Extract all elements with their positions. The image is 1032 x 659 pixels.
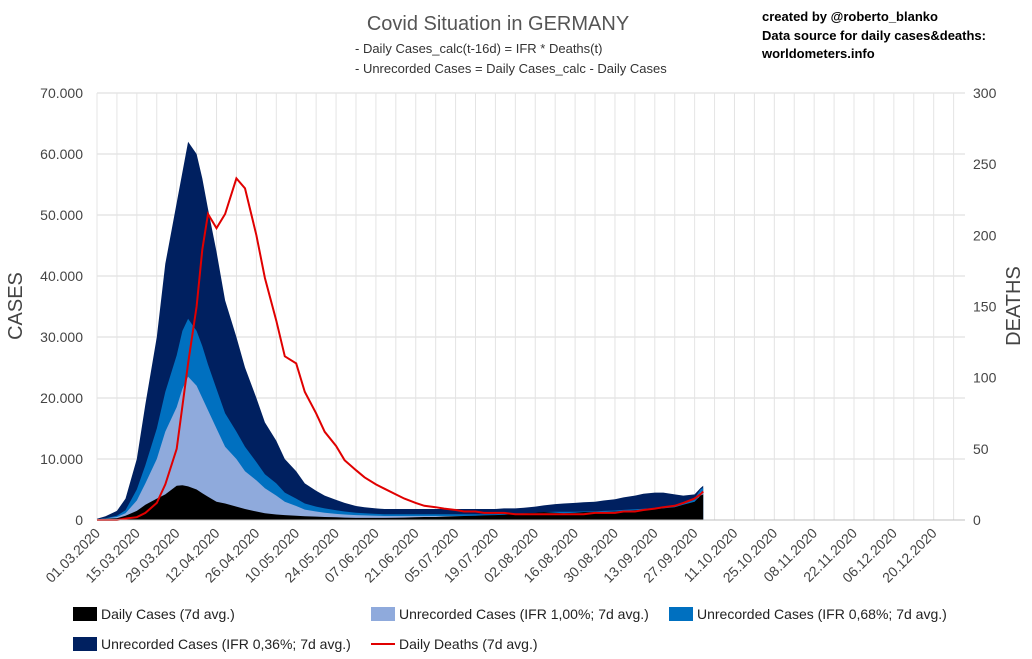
y-axis-ticks: 0 10.000 20.000 30.000 40.000 50.000 60.000 70.…	[40, 85, 83, 528]
y-tick-label: 70.000	[40, 85, 83, 101]
y-tick-label: 20.000	[40, 390, 83, 406]
legend-label: Unrecorded Cases (IFR 1,00%; 7d avg.)	[399, 606, 649, 622]
y2-tick-label: 50	[973, 441, 989, 457]
area-3	[97, 141, 704, 521]
y2-axis-title: DEATHS	[1003, 266, 1025, 346]
chart-subtitle-line-1: - Daily Cases_calc(t-16d) = IFR * Deaths…	[355, 41, 602, 56]
legend-label: Daily Deaths (7d avg.)	[399, 636, 538, 652]
credit-author: created by @roberto_blanko	[762, 9, 938, 24]
legend: Daily Cases (7d avg.) Unrecorded Cases (I…	[73, 606, 947, 652]
legend-swatch	[371, 607, 395, 621]
legend-swatch	[73, 637, 97, 651]
legend-label: Daily Cases (7d avg.)	[101, 606, 235, 622]
chart-title: Covid Situation in GERMANY	[367, 13, 629, 35]
y2-tick-label: 150	[973, 299, 997, 315]
chart-subtitle-line-2: - Unrecorded Cases = Daily Cases_calc - …	[355, 61, 667, 76]
line-series	[97, 176, 704, 521]
y2-tick-label: 200	[973, 227, 997, 243]
y-axis-title: CASES	[5, 272, 27, 340]
y2-axis-ticks: 0 50 100 150 200 250 300	[973, 85, 997, 528]
y2-tick-label: 0	[973, 512, 981, 528]
credit-source: worldometers.info	[761, 46, 875, 61]
y-tick-label: 50.000	[40, 207, 83, 223]
y2-tick-label: 300	[973, 85, 997, 101]
area-2	[97, 318, 704, 520]
y-tick-label: 30.000	[40, 329, 83, 345]
y2-tick-label: 250	[973, 156, 997, 172]
y-tick-label: 0	[75, 512, 83, 528]
area-1	[97, 376, 704, 520]
deaths-line	[97, 176, 704, 521]
legend-swatch	[669, 607, 693, 621]
area-series	[97, 141, 704, 521]
legend-swatch	[73, 607, 97, 621]
credit-source-label: Data source for daily cases&deaths:	[762, 28, 986, 43]
x-axis-ticks: 01.03.202015.03.202029.03.202012.04.2020…	[42, 525, 940, 586]
legend-label: Unrecorded Cases (IFR 0,68%; 7d avg.)	[697, 606, 947, 622]
y-tick-label: 10.000	[40, 451, 83, 467]
y-tick-label: 40.000	[40, 268, 83, 284]
y2-tick-label: 100	[973, 370, 997, 386]
area-0	[97, 485, 704, 520]
legend-label: Unrecorded Cases (IFR 0,36%; 7d avg.)	[101, 636, 351, 652]
y-tick-label: 60.000	[40, 146, 83, 162]
